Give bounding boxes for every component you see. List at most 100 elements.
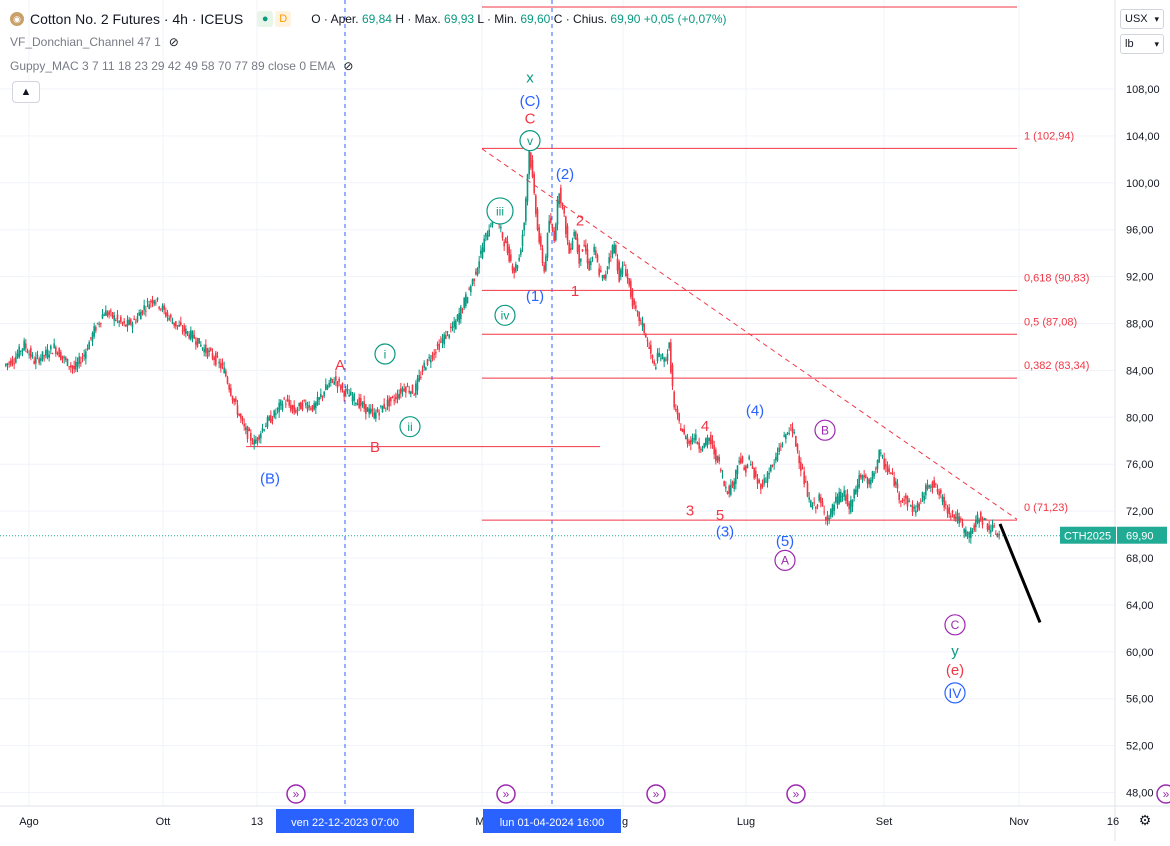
- event-marker-icon[interactable]: »: [786, 784, 806, 804]
- candle-body: [271, 419, 274, 421]
- candle-body: [228, 384, 230, 390]
- candle-body: [881, 455, 884, 457]
- candle-body: [163, 305, 165, 310]
- candle-body: [608, 257, 610, 264]
- candle-body: [661, 354, 664, 359]
- candle-body: [486, 235, 489, 240]
- candle-body: [335, 376, 337, 381]
- candle-body: [741, 456, 744, 463]
- candle-body: [430, 359, 432, 363]
- candle-body: [838, 492, 840, 504]
- candle-body: [258, 435, 260, 440]
- candle-body: [995, 533, 997, 535]
- wave-label-circle: [814, 419, 836, 441]
- eye-hidden-icon[interactable]: ⊘: [168, 35, 179, 49]
- candle-body: [755, 470, 757, 477]
- candle-body: [266, 417, 269, 427]
- candle-body: [353, 393, 355, 401]
- market-status[interactable]: ● D: [257, 11, 292, 27]
- candle-body: [85, 351, 87, 359]
- candle-body: [988, 525, 990, 531]
- collapse-indicators-button[interactable]: ▲: [12, 81, 40, 103]
- crosshair-date-label: lun 01-04-2024 16:00: [500, 817, 605, 829]
- candle-body: [220, 363, 222, 369]
- indicator-donchian[interactable]: VF_Donchian_Channel 47 1 ⊘: [10, 35, 179, 49]
- candle-body: [876, 460, 879, 470]
- candle-body: [526, 174, 529, 202]
- price-axis-tick: 92,00: [1126, 272, 1154, 284]
- currency-select[interactable]: USX ▾: [1120, 9, 1164, 29]
- wave-label: y: [951, 643, 959, 660]
- gear-icon[interactable]: ⚙: [1138, 812, 1152, 828]
- candle-body: [76, 362, 79, 367]
- candle-body: [736, 465, 739, 474]
- candle-body: [193, 334, 195, 339]
- candle-body: [905, 495, 907, 499]
- candle-body: [368, 408, 370, 414]
- candle-body: [375, 412, 377, 419]
- event-marker-icon[interactable]: »: [646, 784, 666, 804]
- time-axis-tick: g: [622, 816, 628, 828]
- candle-body: [463, 298, 465, 309]
- candle-body: [298, 402, 300, 407]
- candle-body: [380, 405, 382, 407]
- candle-body: [141, 310, 144, 314]
- candle-body: [928, 485, 930, 488]
- candle-body: [966, 532, 969, 534]
- time-axis-tick: Lug: [737, 816, 755, 828]
- candle-body: [355, 403, 357, 405]
- candle-body: [25, 343, 27, 349]
- candle-body: [815, 507, 817, 509]
- event-marker-icon[interactable]: »: [286, 784, 306, 804]
- candle-body: [158, 306, 160, 309]
- candle-body: [488, 229, 490, 237]
- candle-body: [771, 465, 774, 467]
- symbol-title[interactable]: Cotton No. 2 Futures · 4h · ICEUS: [30, 11, 244, 27]
- candle-body: [943, 497, 945, 508]
- candle-body: [478, 261, 480, 269]
- candle-body: [270, 415, 272, 423]
- candle-body: [931, 481, 934, 489]
- candle-body: [41, 351, 44, 360]
- candle-body: [310, 408, 312, 410]
- candle-body: [471, 279, 474, 285]
- candle-body: [803, 471, 805, 485]
- candle-body: [968, 532, 970, 538]
- candle-body: [406, 386, 409, 388]
- indicator-name: Guppy_MAC 3 7 11 18 23 29 42 49 58 70 77…: [10, 59, 336, 73]
- candle-body: [583, 244, 585, 246]
- unit-select[interactable]: lb ▾: [1120, 34, 1164, 54]
- wave-label: (e): [946, 662, 964, 679]
- eye-hidden-icon[interactable]: ⊘: [343, 59, 354, 73]
- candle-body: [773, 463, 775, 465]
- candle-body: [500, 226, 502, 229]
- wave-label-circle: [486, 197, 514, 225]
- indicator-guppy[interactable]: Guppy_MAC 3 7 11 18 23 29 42 49 58 70 77…: [10, 59, 353, 73]
- candle-body: [616, 258, 619, 271]
- event-marker-icon[interactable]: »: [496, 784, 516, 804]
- candle-body: [268, 416, 270, 421]
- candle-body: [865, 475, 867, 479]
- candle-body: [55, 347, 57, 354]
- candle-body: [275, 413, 277, 415]
- candle-body: [216, 356, 219, 358]
- candle-body: [520, 249, 522, 255]
- candle-body: [190, 330, 192, 340]
- candle-body: [30, 348, 32, 358]
- candle-body: [50, 345, 52, 350]
- candle-body: [13, 363, 15, 365]
- candle-body: [420, 377, 422, 379]
- candle-body: [90, 337, 92, 339]
- price-axis-tick: 64,00: [1126, 600, 1154, 612]
- projection-line: [998, 523, 1042, 624]
- candle-body: [913, 506, 915, 509]
- event-marker-icon[interactable]: »: [1156, 784, 1170, 804]
- candle-body: [485, 232, 487, 237]
- candle-body: [416, 378, 419, 391]
- candle-body: [173, 322, 175, 326]
- candle-body: [125, 324, 127, 327]
- candle-body: [175, 321, 177, 327]
- candle-body: [415, 383, 417, 395]
